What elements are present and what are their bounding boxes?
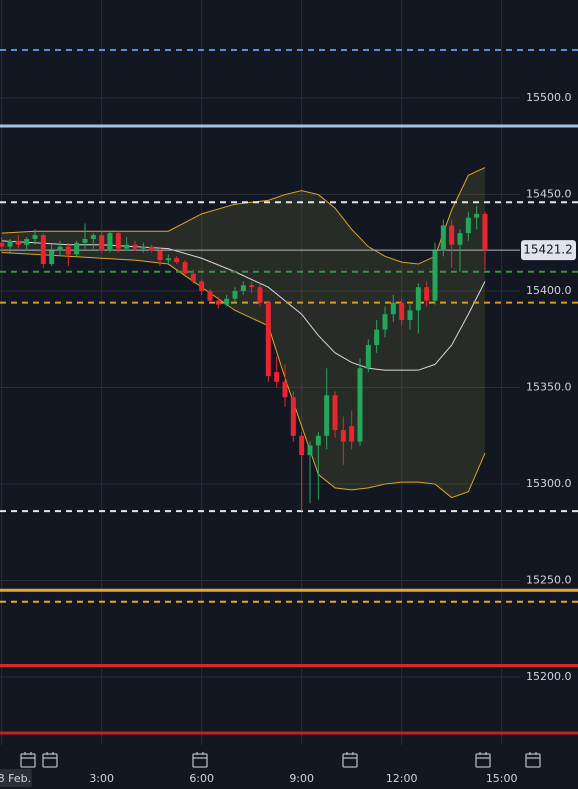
candle-body xyxy=(290,397,296,436)
candle-body xyxy=(115,233,121,249)
candle-body xyxy=(107,233,113,251)
candle-body xyxy=(0,242,5,247)
candle-body xyxy=(190,273,196,282)
candle-body xyxy=(82,238,88,243)
candle-body xyxy=(132,244,138,249)
plot xyxy=(0,48,578,735)
candle-body xyxy=(324,395,330,436)
candle-body xyxy=(274,372,280,382)
candle-body xyxy=(140,246,146,249)
x-tick-label-box xyxy=(0,769,32,787)
y-tick-label: 15350.0 xyxy=(526,381,572,394)
candle-body xyxy=(315,435,321,446)
y-tick-label: 15200.0 xyxy=(526,670,572,683)
candle-body xyxy=(224,298,230,305)
candle-body xyxy=(40,235,46,265)
candle-body xyxy=(99,235,105,251)
candle-body xyxy=(49,250,55,265)
x-tick-label: 6:00 xyxy=(189,772,214,785)
candle-body xyxy=(432,250,438,301)
candle-body xyxy=(24,238,30,245)
candle-body xyxy=(157,250,163,261)
last-price-box xyxy=(521,240,576,261)
candle-body xyxy=(474,213,480,218)
candle-body xyxy=(249,285,255,288)
candle-body xyxy=(124,244,130,249)
x-tick-label: 9:00 xyxy=(289,772,314,785)
candle-body xyxy=(374,329,380,346)
candle-body xyxy=(340,430,346,442)
x-tick-label: 15:00 xyxy=(486,772,518,785)
candle-body xyxy=(357,368,363,442)
candle-body xyxy=(365,345,371,369)
candle-body xyxy=(182,262,188,274)
candle-body xyxy=(199,281,205,292)
candle-body xyxy=(382,314,388,330)
candle-body xyxy=(449,225,455,245)
candle-body xyxy=(207,291,213,301)
candle-body xyxy=(424,287,430,301)
candle-body xyxy=(90,235,96,239)
candle-body xyxy=(465,217,471,234)
candle-body xyxy=(240,285,246,292)
candle-body xyxy=(332,395,338,431)
x-tick-label: 3:00 xyxy=(89,772,114,785)
candle-body xyxy=(265,302,271,376)
candle-body xyxy=(257,287,263,303)
candle-body xyxy=(232,291,238,299)
candle-body xyxy=(399,302,405,321)
candle-body xyxy=(165,258,171,261)
candle-body xyxy=(32,235,38,239)
candle-body xyxy=(415,287,421,311)
axes: 15200.0 15250.0 15300.0 15350.0 15400.0 15450… xyxy=(0,91,576,787)
candle-body xyxy=(7,240,13,247)
candle-body xyxy=(482,213,488,251)
x-tick-label: 12:00 xyxy=(386,772,418,785)
candle-body xyxy=(390,302,396,315)
candle-body xyxy=(74,242,80,255)
y-tick-label: 15250.0 xyxy=(526,574,572,587)
candle-body xyxy=(65,246,71,255)
candle-body xyxy=(307,445,313,456)
candle-body xyxy=(149,246,155,251)
candle-body xyxy=(457,233,463,245)
y-tick-label: 15450.0 xyxy=(526,188,572,201)
candle-body xyxy=(349,426,355,442)
candle-body xyxy=(407,310,413,321)
candle-body xyxy=(15,240,21,245)
candle-body xyxy=(282,381,288,398)
y-tick-label: 15500.0 xyxy=(526,91,572,104)
y-tick-label: 15400.0 xyxy=(526,284,572,297)
calendar-icons xyxy=(20,752,541,768)
candle-body xyxy=(174,258,180,263)
x-tick-label: 8 Feb. xyxy=(0,772,31,785)
candle-body xyxy=(57,246,63,251)
candle-body xyxy=(215,300,221,305)
last-price-label: 15421.2 xyxy=(523,243,573,257)
y-tick-label: 15300.0 xyxy=(526,477,572,490)
candle-body xyxy=(299,435,305,456)
candle-body xyxy=(440,225,446,251)
